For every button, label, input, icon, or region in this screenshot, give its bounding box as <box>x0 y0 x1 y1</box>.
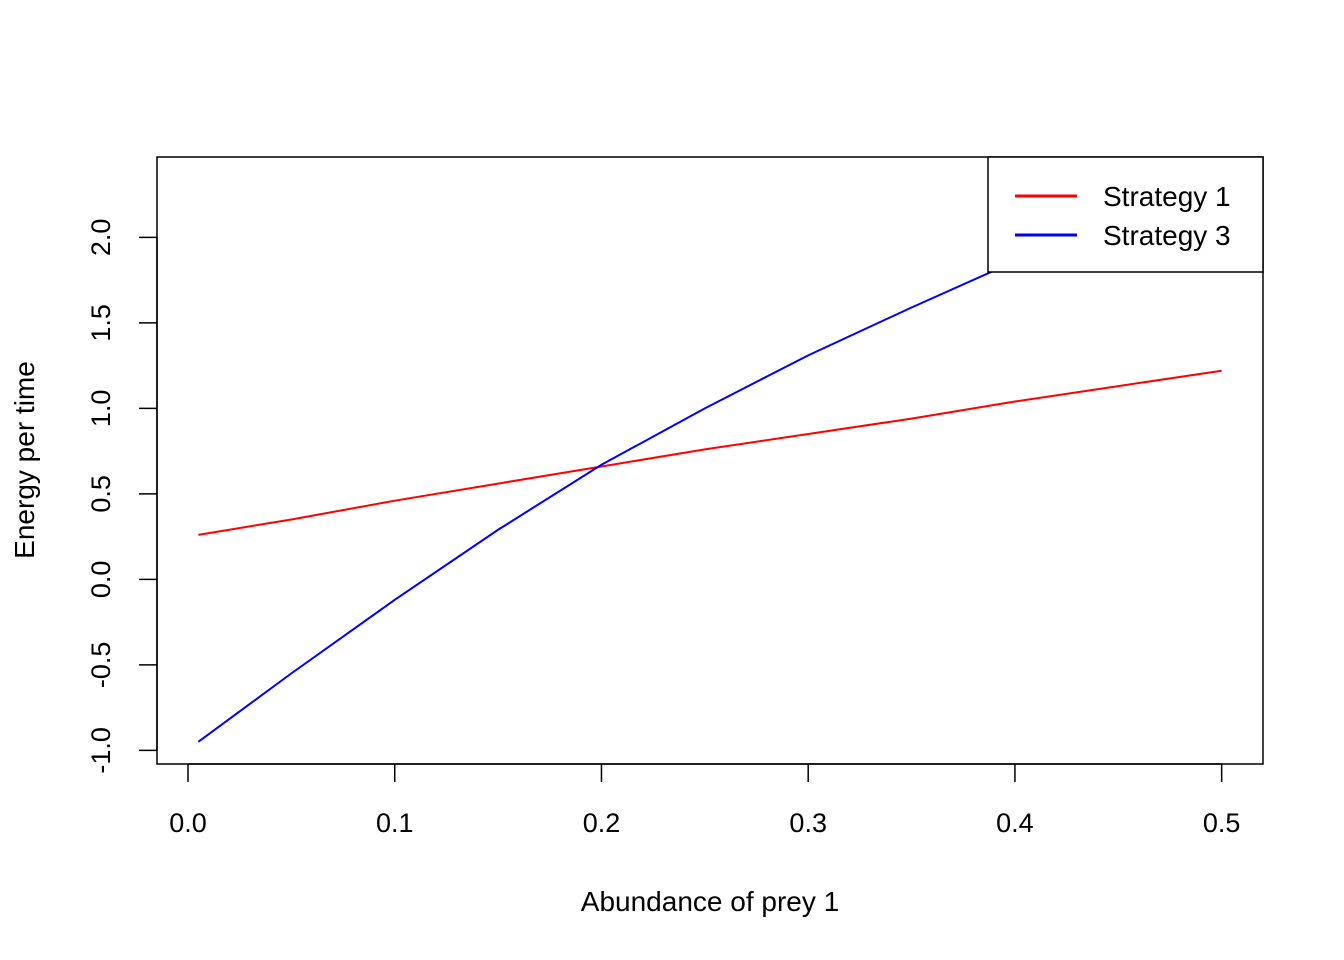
x-tick-label: 0.4 <box>996 808 1034 838</box>
x-tick-label: 0.3 <box>789 808 827 838</box>
legend-label-strategy-1: Strategy 1 <box>1103 181 1231 212</box>
y-tick-label: 0.0 <box>86 561 116 599</box>
x-axis-title: Abundance of prey 1 <box>581 886 839 917</box>
x-tick-label: 0.0 <box>169 808 207 838</box>
y-tick-label: -1.0 <box>86 727 116 774</box>
legend: Strategy 1 Strategy 3 <box>987 156 1264 273</box>
y-tick-label: 1.5 <box>86 304 116 342</box>
legend-box <box>987 156 1264 273</box>
x-axis: 0.0 0.1 0.2 0.3 0.4 0.5 <box>169 763 1241 838</box>
series-line-1 <box>198 369 1222 536</box>
x-tick-label: 0.5 <box>1203 808 1241 838</box>
y-axis-title: Energy per time <box>9 361 40 559</box>
y-axis: -1.0 -0.5 0.0 0.5 1.0 1.5 2.0 <box>86 219 158 774</box>
y-tick-label: 0.5 <box>86 475 116 513</box>
y-tick-label: -0.5 <box>86 642 116 689</box>
legend-label-strategy-3: Strategy 3 <box>1103 220 1231 251</box>
x-tick-label: 0.1 <box>376 808 414 838</box>
x-tick-label: 0.2 <box>583 808 621 838</box>
y-tick-label: 2.0 <box>86 219 116 257</box>
y-tick-label: 1.0 <box>86 390 116 428</box>
